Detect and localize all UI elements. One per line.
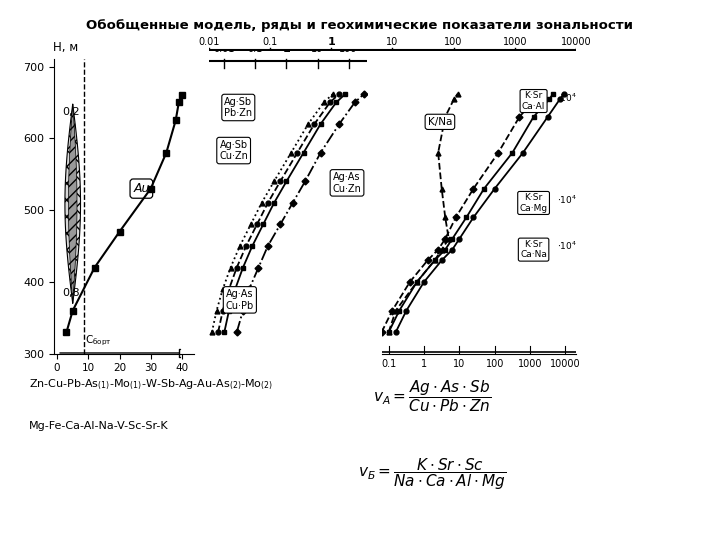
Text: $\cdot10^4$: $\cdot10^4$ xyxy=(557,240,577,252)
Text: Н, м: Н, м xyxy=(53,41,78,54)
Text: Ag·As
Cu·Zn: Ag·As Cu·Zn xyxy=(333,172,361,194)
Text: 1: 1 xyxy=(328,37,335,47)
Text: 100: 100 xyxy=(485,360,504,369)
Text: 1000: 1000 xyxy=(503,37,527,47)
Text: 0.01: 0.01 xyxy=(198,37,220,47)
Text: Ag·Sb
Cu·Zn: Ag·Sb Cu·Zn xyxy=(219,140,248,161)
Text: Обобщенные модель, ряды и геохимические показатели зональности: Обобщенные модель, ряды и геохимические … xyxy=(86,19,634,32)
Text: Au: Au xyxy=(133,182,150,195)
Text: 1: 1 xyxy=(282,44,290,53)
Text: 1: 1 xyxy=(421,360,427,369)
Text: 100: 100 xyxy=(339,44,358,53)
Text: $\cdot10^4$: $\cdot10^4$ xyxy=(557,91,577,104)
Text: $v_Б = \dfrac{K \cdot Sr \cdot Sc}{Na \cdot Ca \cdot Al \cdot Mg}$: $v_Б = \dfrac{K \cdot Sr \cdot Sc}{Na \c… xyxy=(358,456,506,492)
Text: Ag·As
Cu·Pb: Ag·As Cu·Pb xyxy=(226,289,254,310)
Text: Ag·Sb
Pb·Zn: Ag·Sb Pb·Zn xyxy=(224,97,253,118)
Text: 0.1: 0.1 xyxy=(248,44,263,53)
Text: 0.1: 0.1 xyxy=(381,360,396,369)
Text: 1: 1 xyxy=(282,44,290,53)
Text: Mg-Fe-Ca-Al-Na-V-Sc-Sr-K: Mg-Fe-Ca-Al-Na-V-Sc-Sr-K xyxy=(29,421,168,431)
Text: 10000: 10000 xyxy=(561,37,591,47)
Text: K·Sr
Ca·Mg: K·Sr Ca·Mg xyxy=(520,193,548,213)
Text: 0,8: 0,8 xyxy=(62,288,79,298)
Text: $\rm C_{борт}$: $\rm C_{борт}$ xyxy=(85,334,112,348)
Polygon shape xyxy=(68,104,77,303)
Text: 10: 10 xyxy=(386,37,399,47)
Text: 1000: 1000 xyxy=(518,360,542,369)
Text: K/Na: K/Na xyxy=(428,117,452,127)
Text: 0.1: 0.1 xyxy=(262,37,278,47)
Text: 100: 100 xyxy=(444,37,463,47)
Text: $\cdot10^4$: $\cdot10^4$ xyxy=(557,193,577,206)
Text: 1: 1 xyxy=(284,44,289,53)
Text: 10: 10 xyxy=(311,44,323,53)
Text: Zn-Cu-Pb-As$_{(1)}$-Mo$_{(1)}$-W-Sb-Ag-Au-As$_{(2)}$-Mo$_{(2)}$: Zn-Cu-Pb-As$_{(1)}$-Mo$_{(1)}$-W-Sb-Ag-A… xyxy=(29,378,273,393)
Text: $v_A = \dfrac{Ag \cdot As \cdot Sb}{Cu \cdot Pb \cdot Zn}$: $v_A = \dfrac{Ag \cdot As \cdot Sb}{Cu \… xyxy=(373,378,491,414)
Text: K·Sr
Ca·Al: K·Sr Ca·Al xyxy=(522,91,545,111)
Text: 10: 10 xyxy=(453,360,466,369)
Text: 0,2: 0,2 xyxy=(62,107,79,118)
Text: K·Sr
Ca·Na: K·Sr Ca·Na xyxy=(520,240,547,259)
Polygon shape xyxy=(65,104,81,303)
Text: 10000: 10000 xyxy=(550,360,581,369)
Text: 0.01: 0.01 xyxy=(214,44,235,53)
